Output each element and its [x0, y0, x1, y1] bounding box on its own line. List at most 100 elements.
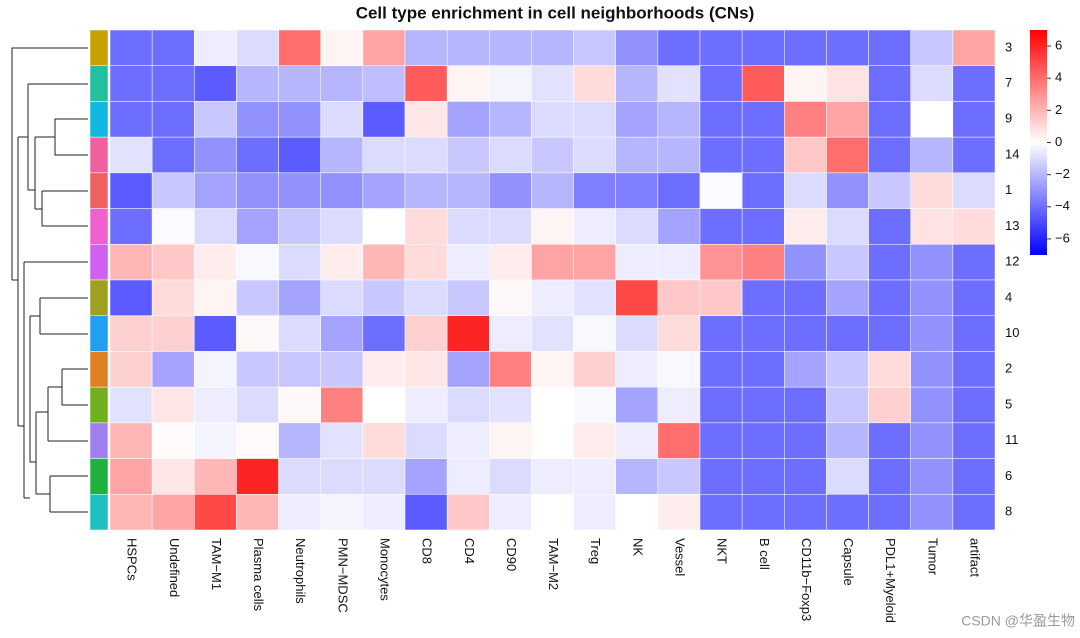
- column-label: Undefined: [167, 538, 182, 597]
- cell: [741, 244, 785, 281]
- cell: [109, 422, 153, 459]
- cell: [404, 351, 448, 388]
- cell: [278, 494, 321, 531]
- cell: [151, 422, 195, 459]
- cell: [109, 136, 153, 174]
- cell: [657, 208, 701, 245]
- column-label: CD8: [420, 538, 435, 564]
- cell: [531, 279, 574, 316]
- cell: [320, 101, 364, 138]
- cell: [278, 422, 321, 459]
- cell: [573, 422, 616, 459]
- cell: [278, 172, 321, 209]
- cell: [236, 172, 279, 209]
- cell: [784, 29, 827, 66]
- cell: [826, 136, 869, 174]
- cell: [573, 101, 616, 138]
- column-label: Treg: [588, 538, 603, 564]
- row-label: 1: [1005, 182, 1012, 197]
- cell: [362, 315, 406, 352]
- cell: [320, 458, 364, 495]
- cell: [741, 315, 785, 352]
- cell: [278, 29, 321, 66]
- cell: [910, 29, 954, 66]
- cell: [868, 494, 911, 531]
- cell: [868, 244, 911, 281]
- cell: [446, 172, 490, 209]
- cell: [236, 65, 279, 102]
- cell: [952, 208, 996, 245]
- cell: [868, 279, 911, 316]
- column-label: PDL1+Myeloid: [883, 538, 898, 623]
- colorbar-tick-label: 4: [1055, 70, 1062, 85]
- cell: [194, 136, 237, 174]
- cell: [657, 494, 701, 531]
- cell: [826, 208, 869, 245]
- cell: [657, 315, 701, 352]
- cell: [952, 458, 996, 495]
- row-label: 12: [1005, 254, 1019, 269]
- cell: [910, 65, 954, 102]
- cell: [531, 136, 574, 174]
- cell: [573, 65, 616, 102]
- row-label: 14: [1005, 146, 1019, 161]
- cell: [741, 279, 785, 316]
- row-label: 4: [1005, 289, 1012, 304]
- cell: [784, 208, 827, 245]
- cell: [784, 65, 827, 102]
- cell: [615, 315, 659, 352]
- cell: [826, 494, 869, 531]
- cell: [109, 244, 153, 281]
- cell: [826, 279, 869, 316]
- cell: [109, 315, 153, 352]
- cell: [657, 65, 701, 102]
- column-label: TAM−M2: [546, 538, 561, 590]
- cell: [404, 244, 448, 281]
- cell: [404, 315, 448, 352]
- cell: [531, 208, 574, 245]
- cell: [741, 172, 785, 209]
- cell: [573, 458, 616, 495]
- cell: [784, 101, 827, 138]
- cell: [952, 494, 996, 531]
- row-annotation: [89, 386, 109, 424]
- cell: [699, 386, 743, 424]
- cell: [868, 386, 911, 424]
- cell: [446, 458, 490, 495]
- cell: [194, 458, 237, 495]
- cell: [910, 315, 954, 352]
- cell: [109, 351, 153, 388]
- cell: [446, 279, 490, 316]
- cell: [784, 244, 827, 281]
- cell: [741, 422, 785, 459]
- cell: [404, 279, 448, 316]
- cell: [826, 422, 869, 459]
- column-label: Capsule: [841, 538, 856, 586]
- row-annotation: [89, 136, 109, 174]
- cell: [446, 136, 490, 174]
- row-annotation: [89, 208, 109, 245]
- row-label: 8: [1005, 504, 1012, 519]
- column-label: NK: [630, 538, 645, 556]
- cell: [868, 136, 911, 174]
- cell: [109, 29, 153, 66]
- cell: [573, 494, 616, 531]
- cell: [910, 279, 954, 316]
- cell: [699, 494, 743, 531]
- cell: [278, 65, 321, 102]
- column-label: TAM−M1: [209, 538, 224, 590]
- cell: [531, 494, 574, 531]
- cell: [446, 101, 490, 138]
- cell: [109, 494, 153, 531]
- cell: [404, 422, 448, 459]
- cell: [615, 29, 659, 66]
- cell: [236, 208, 279, 245]
- cell: [657, 279, 701, 316]
- cell: [699, 351, 743, 388]
- colorbar-tick-label: −4: [1055, 198, 1070, 213]
- cell: [489, 136, 532, 174]
- cell: [699, 315, 743, 352]
- cell: [868, 422, 911, 459]
- colorbar-tick-label: 2: [1055, 102, 1062, 117]
- cell: [404, 29, 448, 66]
